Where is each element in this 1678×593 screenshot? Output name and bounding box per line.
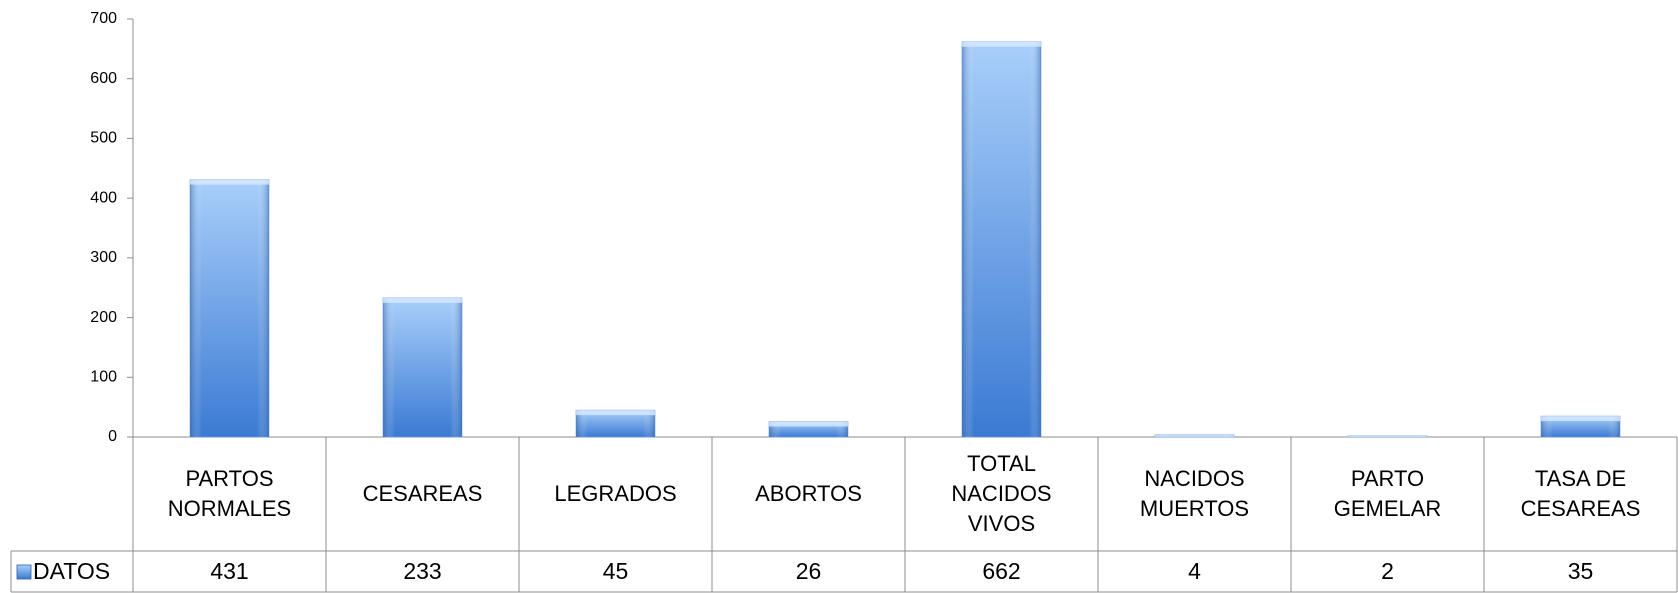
y-tick-label: 600 <box>90 70 117 87</box>
x-tick-label-text: CESAREAS <box>362 481 483 506</box>
y-tick-label: 100 <box>90 369 117 386</box>
legend-key <box>16 564 32 580</box>
legend-label-text: DATOS <box>33 558 111 584</box>
x-tick-label-text: TASA DE CESAREAS <box>1520 466 1641 521</box>
y-tick-label: 300 <box>90 249 117 266</box>
x-tick-label-text: TOTAL NACIDOS VIVOS <box>951 451 1052 536</box>
bar-shade <box>1541 416 1620 437</box>
data-label-text: 662 <box>982 558 1021 584</box>
x-tick-label: ABORTOS <box>712 437 905 551</box>
x-tick-label: TOTAL NACIDOS VIVOS <box>905 437 1098 551</box>
x-tick-label: LEGRADOS <box>519 437 712 551</box>
data-label-text: 45 <box>602 558 629 584</box>
y-tick-label: 0 <box>108 428 117 445</box>
bar-cap <box>769 421 848 427</box>
data-label-text: 233 <box>403 558 442 584</box>
x-tick-label: CESAREAS <box>326 437 519 551</box>
x-tick-label: TASA DE CESAREAS <box>1484 437 1677 551</box>
data-label-text: 4 <box>1188 558 1201 584</box>
data-label-text: 26 <box>795 558 822 584</box>
bar-cap <box>383 297 462 303</box>
bar-shade <box>190 179 269 438</box>
x-tick-label: NACIDOS MUERTOS <box>1098 437 1291 551</box>
x-tick-label: PARTO GEMELAR <box>1291 437 1484 551</box>
y-tick-label: 400 <box>90 189 117 206</box>
x-tick-label: PARTOS NORMALES <box>133 437 326 551</box>
y-tick-label: 700 <box>90 10 117 27</box>
x-tick-label-text: PARTOS NORMALES <box>167 466 292 521</box>
bar-shade <box>962 41 1041 437</box>
y-tick-label: 500 <box>90 130 117 147</box>
bar-cap <box>190 179 269 185</box>
bar-cap <box>576 410 655 416</box>
data-label-text: 2 <box>1381 558 1394 584</box>
x-tick-label-text: NACIDOS MUERTOS <box>1139 466 1250 521</box>
x-tick-label-text: LEGRADOS <box>554 481 677 506</box>
data-label-text: 35 <box>1567 558 1594 584</box>
x-tick-label-text: ABORTOS <box>755 481 862 506</box>
bar-cap <box>1348 435 1427 437</box>
y-tick-label: 200 <box>90 309 117 326</box>
bar-shade <box>383 297 462 437</box>
bar-cap <box>1155 434 1234 437</box>
bar-cap <box>1541 416 1620 422</box>
bar-cap <box>962 41 1041 47</box>
data-label-text: 431 <box>210 558 249 584</box>
x-tick-label-text: PARTO GEMELAR <box>1333 466 1442 521</box>
